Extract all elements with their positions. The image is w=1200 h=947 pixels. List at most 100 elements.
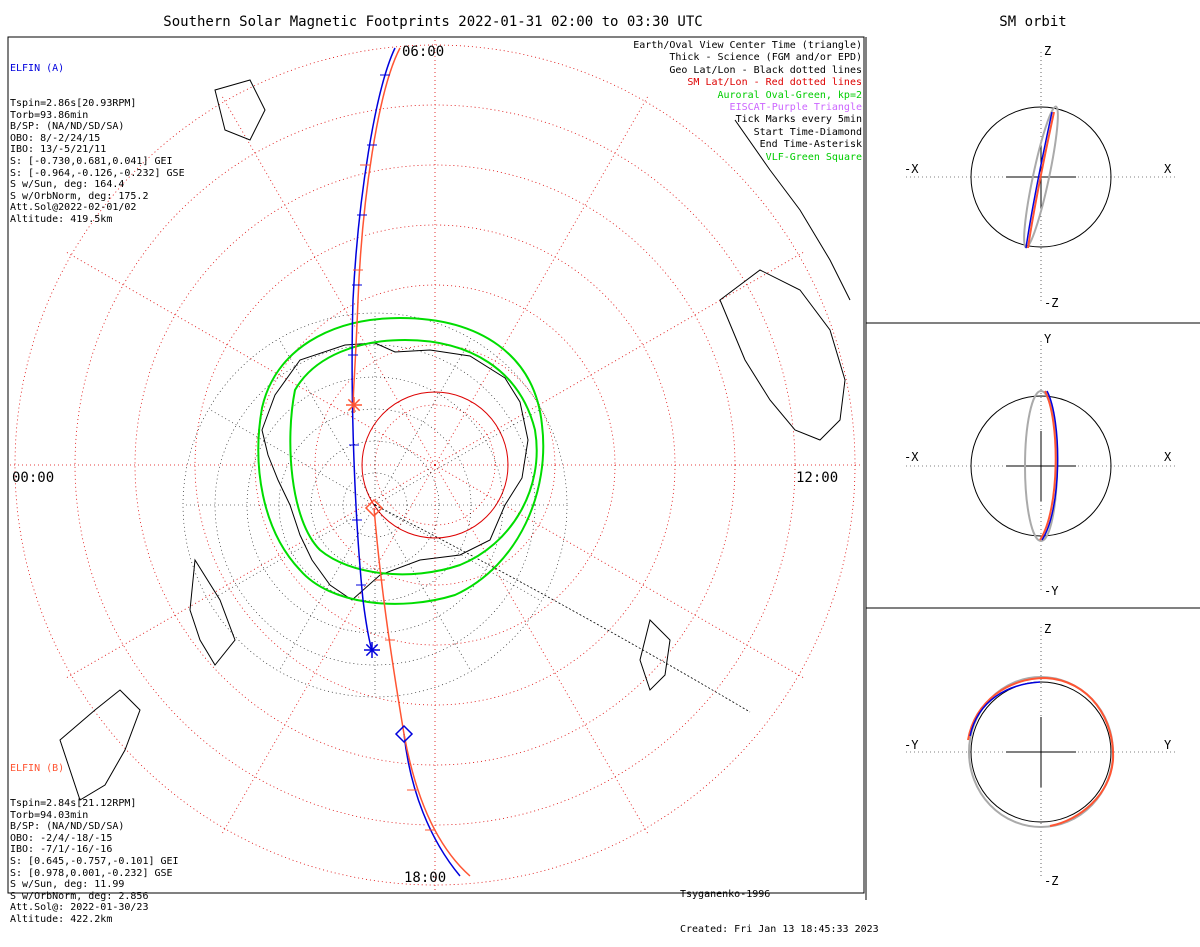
legend-entry: Auroral Oval-Green, kp=2 — [717, 89, 863, 101]
elfin-b-track-south — [373, 507, 471, 877]
antarctica-outline — [261, 342, 529, 601]
orbit1-path-a — [1025, 111, 1053, 249]
elfin-b-info-line: B/SP: (NA/ND/SD/SA) — [10, 821, 125, 833]
geo-longitude-line — [210, 409, 376, 506]
sm-orbit-panels — [906, 52, 1176, 877]
elfin-b-info-line: Torb=94.03min — [10, 809, 89, 821]
elfin-b-info-line: S w/OrbNorm, deg: 2.856 — [10, 890, 149, 902]
geo-longitude-line — [374, 409, 540, 506]
sm-longitude-line — [66, 464, 436, 678]
orbit3-left-label: -Y — [904, 738, 919, 752]
main-plot-frame — [7, 36, 865, 894]
legend-entry: Tick Marks every 5min — [735, 114, 862, 126]
orbit3-path-a — [969, 681, 1041, 737]
elfin-a-info-line: IBO: 13/-5/21/11 — [10, 144, 107, 156]
elfin-a-info-line: S w/OrbNorm, deg: 175.2 — [10, 190, 149, 202]
footprint-tracks — [346, 47, 471, 877]
elfin-b-start-diamond — [364, 498, 384, 518]
elfin-a-track-north — [351, 47, 396, 651]
legend-entry: End Time-Asterisk — [759, 139, 862, 151]
elfin-a-track-south — [403, 733, 461, 877]
elfin-b-info-line: Att.Sol@: 2022-01-30/23 — [10, 902, 149, 914]
elfin-b-info-line: S: [0.978,0.001,-0.232] GSE — [10, 867, 173, 879]
elfin-a-info: ELFIN (A) Tspin=2.86s[20.93RPM] Torb=93.8… — [10, 40, 185, 237]
credit: Tsyganenko-1996 Created: Fri Jan 13 18:4… — [680, 866, 879, 947]
legend-entry: Geo Lat/Lon - Black dotted lines — [669, 64, 862, 76]
africa-outline — [214, 79, 266, 141]
elfin-b-name: ELFIN (B) — [10, 763, 65, 775]
geo-grid — [182, 312, 751, 713]
orbit2-path-a — [1041, 390, 1059, 541]
orbit1-left-label: -X — [904, 162, 919, 176]
sm-longitude-line — [434, 464, 648, 834]
clock-label-right: 12:00 — [796, 470, 839, 486]
elfin-b-info-line: S: [0.645,-0.757,-0.101] GEI — [10, 855, 179, 867]
orbit1-right-label: X — [1164, 162, 1172, 176]
antarctica-coastline — [59, 79, 851, 801]
plot-frames — [7, 36, 1200, 900]
elfin-a-info-line: S: [-0.964,-0.126,-0.232] GSE — [10, 167, 185, 179]
elfin-a-info-line: Tspin=2.86s[20.93RPM] — [10, 97, 137, 109]
elfin-b-info-line: Altitude: 422.2km — [10, 913, 113, 925]
orbit2-bottom-label: -Y — [1044, 584, 1059, 598]
orbit1-bottom-label: -Z — [1044, 296, 1059, 310]
orbit3-bottom-label: -Z — [1044, 874, 1059, 888]
elfin-a-info-line: S w/Sun, deg: 164.4 — [10, 179, 125, 191]
orbit-title: SM orbit — [999, 14, 1067, 30]
footprint-plot — [7, 36, 1200, 900]
sm-longitude-line — [222, 464, 436, 834]
sm-longitude-line — [434, 464, 804, 678]
orbit1-top-label: Z — [1044, 44, 1052, 58]
legend-entry: EISCAT-Purple Triangle — [729, 102, 862, 114]
legend-entry: SM Lat/Lon - Red dotted lines — [687, 77, 862, 89]
geo-meridian-line — [374, 504, 751, 713]
orbit3-top-label: Z — [1044, 622, 1052, 636]
credit-model: Tsyganenko-1996 — [680, 889, 771, 901]
orbit2-path-b — [1039, 390, 1057, 541]
elfin-b-info-line: OBO: -2/4/-18/-15 — [10, 832, 113, 844]
clock-label-top: 06:00 — [402, 44, 445, 60]
south-america-outline — [59, 689, 141, 801]
elfin-a-info-line: S: [-0.730,0.681,0.041] GEI — [10, 155, 173, 167]
elfin-b-info-line: Tspin=2.84s[21.12RPM] — [10, 797, 137, 809]
auroral-oval-inner — [289, 338, 538, 576]
orbit2-right-label: X — [1164, 450, 1172, 464]
elfin-b-info-line: S w/Sun, deg: 11.99 — [10, 879, 125, 891]
elfin-a-name: ELFIN (A) — [10, 63, 65, 75]
elfin-b-info: ELFIN (B) Tspin=2.84s[21.12RPM] Torb=94.0… — [10, 740, 179, 937]
orbit3-path-b — [967, 676, 1115, 827]
geo-longitude-line — [279, 504, 376, 670]
elfin-a-end-asterisk — [364, 642, 380, 658]
main-title: Southern Solar Magnetic Footprints 2022-… — [163, 14, 703, 30]
orbit2-top-label: Y — [1044, 332, 1052, 346]
peninsula-outline — [189, 558, 236, 666]
orbit1-path-b — [1027, 111, 1055, 249]
sm-longitude-line — [222, 96, 436, 466]
legend-entry: VLF-Green Square — [765, 151, 862, 163]
geo-latitude-circle — [182, 312, 568, 698]
elfin-a-info-line: Altitude: 419.5km — [10, 213, 113, 225]
elfin-b-track-north — [352, 47, 401, 406]
elfin-a-info-line: B/SP: (NA/ND/SD/SA) — [10, 121, 125, 133]
legend-entry: Start Time-Diamond — [753, 126, 862, 138]
legend: Earth/Oval View Center Time (triangle) Th… — [633, 40, 862, 164]
elfin-a-info-line: OBO: 8/-2/24/15 — [10, 132, 101, 144]
sm-longitude-line — [434, 96, 648, 466]
clock-label-left: 00:00 — [12, 470, 55, 486]
elfin-a-info-line: Att.Sol@2022-02-01/02 — [10, 202, 137, 214]
clock-label-bottom: 18:00 — [404, 870, 447, 886]
elfin-a-info-line: Torb=93.86min — [10, 109, 89, 121]
geo-longitude-line — [210, 504, 376, 601]
coast-east — [734, 119, 851, 301]
legend-entry: Thick - Science (FGM and/or EPD) — [669, 52, 862, 64]
elfin-b-end-asterisk — [346, 397, 362, 413]
elfin-b-info-line: IBO: -7/1/-16/-16 — [10, 844, 113, 856]
auroral-oval — [257, 316, 545, 605]
geo-longitude-line — [279, 340, 376, 506]
new-zealand-outline — [639, 619, 671, 691]
sm-longitude-line — [434, 252, 804, 466]
sm-longitude-line — [66, 252, 436, 466]
elfin-a-start-diamond — [394, 724, 414, 744]
auroral-oval-outer — [257, 316, 545, 605]
orbit3-right-label: Y — [1164, 738, 1172, 752]
